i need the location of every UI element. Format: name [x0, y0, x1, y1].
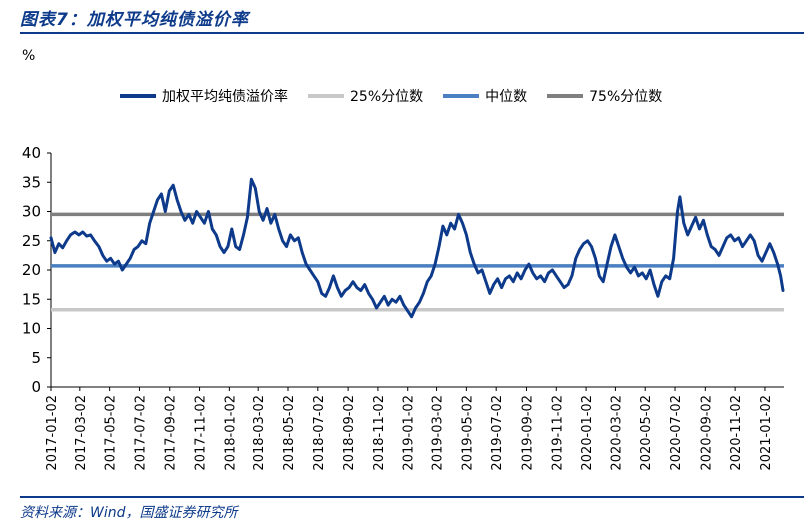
- title-divider: [20, 32, 804, 34]
- y-tick-label: 0: [31, 378, 41, 396]
- x-tick-label: 2020-07-02: [669, 395, 684, 471]
- legend-label-p75: 75%分位数: [589, 89, 663, 105]
- x-tick-label: 2019-01-02: [402, 395, 417, 471]
- x-tick-label: 2017-05-02: [104, 395, 119, 471]
- x-tick-label: 2019-03-02: [431, 395, 446, 471]
- legend-label-p25: 25%分位数: [350, 89, 424, 105]
- legend-label-median: 中位数: [485, 89, 528, 105]
- legend-label-main: 加权平均纯债溢价率: [162, 89, 288, 105]
- x-tick-label: 2019-07-02: [490, 395, 505, 471]
- figure-header: 图表7：加权平均纯债溢价率: [0, 0, 808, 34]
- legend-item-median: 中位数: [443, 86, 527, 106]
- legend-swatch-p75: [547, 94, 584, 98]
- y-tick-label: 5: [31, 349, 41, 367]
- legend-swatch-main: [120, 94, 156, 98]
- y-tick-label: 10: [22, 320, 41, 338]
- legend-swatch-p25: [308, 94, 344, 98]
- y-tick-label: 25: [22, 232, 41, 250]
- y-tick-label: 15: [22, 290, 41, 308]
- x-tick-label: 2018-07-02: [312, 395, 327, 471]
- x-tick-label: 2017-07-02: [133, 395, 148, 471]
- x-tick-label: 2019-09-02: [520, 395, 535, 471]
- x-tick-label: 2020-03-02: [609, 395, 624, 471]
- x-tick-label: 2017-03-02: [74, 395, 89, 471]
- x-tick-label: 2017-09-02: [164, 395, 179, 471]
- legend-item-p25: 25%分位数: [308, 86, 423, 106]
- x-tick-label: 2017-01-02: [45, 395, 60, 471]
- x-tick-label: 2019-05-02: [460, 395, 475, 471]
- x-tick-label: 2018-05-02: [282, 395, 297, 471]
- y-tick-label: 35: [22, 173, 41, 191]
- legend-swatch-median: [443, 94, 480, 98]
- x-tick-label: 2017-11-02: [194, 395, 209, 471]
- x-tick-label: 2019-11-02: [550, 395, 565, 471]
- figure-title: 图表7：加权平均纯债溢价率: [20, 10, 249, 30]
- y-tick-label: 30: [22, 203, 41, 221]
- legend-item-p75: 75%分位数: [547, 86, 662, 106]
- source-note: 资料来源：Wind，国盛证券研究所: [20, 505, 238, 521]
- source-divider: [20, 496, 804, 498]
- x-tick-label: 2021-01-02: [759, 395, 774, 471]
- x-tick-label: 2020-11-02: [729, 395, 744, 471]
- x-tick-label: 2018-11-02: [372, 395, 387, 471]
- series-line-main: [49, 177, 785, 319]
- chart-legend: 加权平均纯债溢价率 25%分位数 中位数 75%分位数: [120, 86, 682, 106]
- x-tick-label: 2020-05-02: [639, 395, 654, 471]
- x-tick-label: 2020-09-02: [699, 395, 714, 471]
- x-tick-label: 2018-01-02: [223, 395, 238, 471]
- y-tick-label: 20: [22, 261, 41, 279]
- x-tick-label: 2018-03-02: [252, 395, 267, 471]
- x-tick-label: 2020-01-02: [580, 395, 595, 471]
- y-tick-label: 40: [22, 144, 41, 162]
- y-unit-label: %: [22, 48, 36, 64]
- legend-item-main: 加权平均纯债溢价率: [120, 86, 288, 106]
- x-tick-label: 2018-09-02: [342, 395, 357, 471]
